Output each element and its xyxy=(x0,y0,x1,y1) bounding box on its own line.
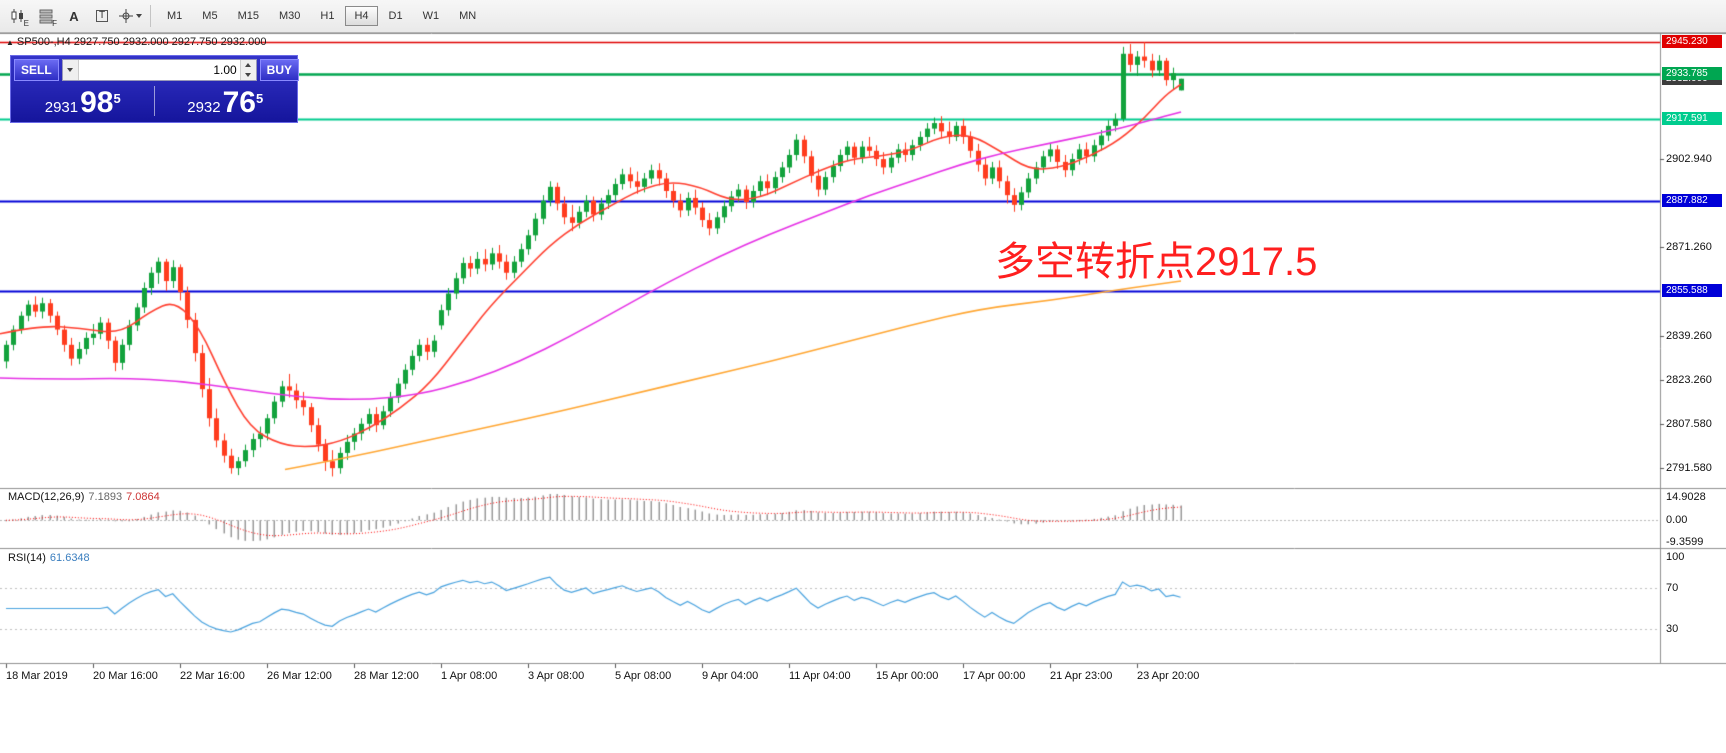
timeframe-toolbar: M1 M5 M15 M30 H1 H4 D1 W1 MN xyxy=(157,0,486,32)
time-label-6: 3 Apr 08:00 xyxy=(528,670,585,682)
chart-window: ▲ SP500-,H4 2927.750 2932.000 2927.750 29… xyxy=(0,33,1726,753)
crosshair-icon[interactable] xyxy=(117,3,143,29)
rsi-30-label: 30 xyxy=(1666,623,1679,635)
price-badge-2917.591: 2917.591 xyxy=(1662,112,1722,125)
volume-dropdown-button[interactable] xyxy=(62,60,79,80)
toolbar-separator xyxy=(150,5,151,27)
sell-price[interactable]: 2931 98 5 xyxy=(44,86,121,119)
price-divider xyxy=(153,86,155,116)
price-label-2839.260: 2839.260 xyxy=(1666,330,1712,342)
symbol-marker-icon: ▲ xyxy=(6,38,14,47)
time-label-8: 9 Apr 04:00 xyxy=(702,670,759,682)
icon-sub-label: F xyxy=(52,19,57,28)
timeframe-M15[interactable]: M15 xyxy=(229,6,268,26)
volume-decrease-button[interactable] xyxy=(240,70,256,80)
toolbar-icon-group: E F A T xyxy=(4,0,144,32)
sell-button[interactable]: SELL xyxy=(14,59,59,81)
dropdown-caret-icon xyxy=(136,14,142,18)
volume-input[interactable] xyxy=(78,60,240,80)
price-badge-2933.785: 2933.785 xyxy=(1662,67,1722,80)
price-label-2902.940: 2902.940 xyxy=(1666,153,1712,165)
indicators-grid-icon[interactable]: F xyxy=(33,3,59,29)
chart-annotation-text: 多空转折点2917.5 xyxy=(995,240,1318,284)
text-label-icon[interactable]: A xyxy=(61,3,87,29)
timeframe-W1[interactable]: W1 xyxy=(414,6,449,26)
timeframe-MN[interactable]: MN xyxy=(450,6,485,26)
timeframe-M1[interactable]: M1 xyxy=(158,6,191,26)
macd-max-label: 14.9028 xyxy=(1666,491,1706,503)
price-label-2823.260: 2823.260 xyxy=(1666,374,1712,386)
price-badge-2855.588: 2855.588 xyxy=(1662,284,1722,297)
price-label-2871.260: 2871.260 xyxy=(1666,241,1712,253)
dropdown-caret-icon xyxy=(67,68,74,72)
time-label-12: 21 Apr 23:00 xyxy=(1050,670,1113,682)
rsi-100-label: 100 xyxy=(1666,551,1685,563)
time-label-0: 18 Mar 2019 xyxy=(6,670,68,682)
time-label-4: 28 Mar 12:00 xyxy=(354,670,419,682)
time-label-11: 17 Apr 00:00 xyxy=(963,670,1026,682)
rsi-indicator-label: RSI(14) 61.6348 xyxy=(8,552,90,564)
timeframe-D1[interactable]: D1 xyxy=(380,6,412,26)
toolbar: E F A T xyxy=(0,0,1726,33)
step-up-icon xyxy=(245,63,252,67)
time-label-10: 15 Apr 00:00 xyxy=(876,670,939,682)
chart-symbol-header: ▲ SP500-,H4 2927.750 2932.000 2927.750 29… xyxy=(6,36,266,48)
time-label-5: 1 Apr 08:00 xyxy=(441,670,498,682)
price-label-2807.580: 2807.580 xyxy=(1666,418,1712,430)
price-label-2791.580: 2791.580 xyxy=(1666,462,1712,474)
time-label-3: 26 Mar 12:00 xyxy=(267,670,332,682)
time-label-7: 5 Apr 08:00 xyxy=(615,670,672,682)
buy-button[interactable]: BUY xyxy=(259,59,300,81)
timeframe-H4[interactable]: H4 xyxy=(345,6,378,26)
volume-stepper xyxy=(239,60,256,80)
time-label-13: 23 Apr 20:00 xyxy=(1137,670,1200,682)
price-badge-2887.882: 2887.882 xyxy=(1662,194,1722,207)
macd-zero-label: 0.00 xyxy=(1666,514,1688,526)
price-badge-2945.230: 2945.230 xyxy=(1662,35,1722,48)
macd-indicator-label: MACD(12,26,9) 7.1893 7.0864 xyxy=(8,491,160,503)
text-box-icon[interactable]: T xyxy=(89,3,115,29)
timeframe-H1[interactable]: H1 xyxy=(311,6,343,26)
chart-canvas[interactable] xyxy=(0,33,1726,753)
step-down-icon xyxy=(245,73,252,77)
volume-increase-button[interactable] xyxy=(240,60,256,70)
icon-sub-label: E xyxy=(23,19,29,28)
macd-min-label: -9.3599 xyxy=(1666,536,1704,548)
symbol-ohlc-text: SP500-,H4 2927.750 2932.000 2927.750 293… xyxy=(16,36,267,48)
rsi-70-label: 70 xyxy=(1666,582,1679,594)
buy-price[interactable]: 2932 76 5 xyxy=(187,86,264,119)
timeframe-M5[interactable]: M5 xyxy=(193,6,226,26)
volume-box xyxy=(61,59,257,81)
timeframe-M30[interactable]: M30 xyxy=(270,6,309,26)
time-label-2: 22 Mar 16:00 xyxy=(180,670,245,682)
time-label-1: 20 Mar 16:00 xyxy=(93,670,158,682)
candlestick-chart-icon[interactable]: E xyxy=(5,3,31,29)
time-label-9: 11 Apr 04:00 xyxy=(789,670,851,682)
